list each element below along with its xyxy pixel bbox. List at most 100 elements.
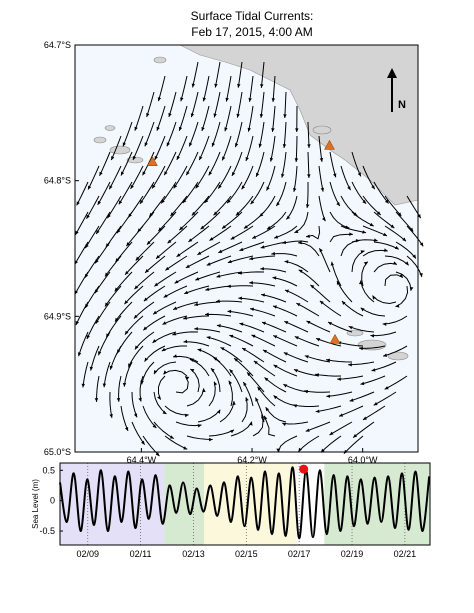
- current-arrow: [200, 211, 221, 230]
- arrow-head: [178, 126, 183, 131]
- arrow-head: [162, 321, 167, 325]
- arrow-head: [239, 247, 244, 251]
- arrow-head: [419, 242, 424, 247]
- current-arrow: [114, 301, 133, 322]
- current-arrow: [360, 280, 375, 303]
- current-arrow: [241, 397, 248, 423]
- current-arrow: [373, 241, 399, 250]
- arrow-head: [256, 172, 260, 177]
- current-arrow: [272, 277, 298, 287]
- current-arrow: [237, 61, 243, 88]
- arrow-head: [282, 422, 287, 427]
- y-axis-label: Sea Level (m): [31, 479, 40, 529]
- current-arrow: [352, 421, 375, 438]
- current-arrow: [283, 352, 309, 363]
- current-arrow: [163, 285, 188, 298]
- arrow-head: [257, 386, 262, 391]
- current-arrow: [120, 151, 133, 176]
- arrow-head: [98, 351, 102, 356]
- arrow-head: [266, 186, 270, 191]
- arrow-head: [315, 373, 319, 377]
- arrow-head: [109, 413, 113, 418]
- arrow-head: [298, 269, 303, 274]
- arrow-head: [104, 302, 109, 307]
- arrow-head: [117, 349, 121, 354]
- arrow-head: [124, 426, 129, 431]
- current-arrow: [271, 253, 298, 257]
- current-arrow: [206, 255, 232, 266]
- current-arrow: [231, 151, 243, 177]
- current-arrow: [275, 181, 287, 207]
- arrow-head: [109, 185, 113, 190]
- arrow-head: [105, 243, 110, 248]
- current-arrow: [195, 271, 221, 281]
- arrow-head: [216, 324, 221, 328]
- current-arrow: [204, 181, 221, 204]
- arrow-head: [295, 128, 299, 132]
- arrow-head: [88, 185, 92, 190]
- arrow-head: [191, 211, 196, 216]
- arrow-head: [305, 428, 310, 432]
- arrow-head: [154, 282, 159, 287]
- arrow-head: [337, 377, 341, 381]
- current-arrow: [329, 233, 353, 243]
- arrow-head: [138, 397, 142, 402]
- arrow-head: [282, 144, 287, 148]
- arrow-head: [74, 290, 79, 295]
- current-arrow: [298, 242, 320, 257]
- current-arrow: [124, 315, 144, 335]
- current-arrow: [221, 211, 243, 229]
- current-arrow: [262, 349, 287, 363]
- current-arrow: [273, 364, 298, 377]
- current-arrow: [154, 135, 166, 161]
- lon-label: 64.4°W: [127, 455, 157, 465]
- title-line: Feb 17, 2015, 4:00 AM: [191, 25, 312, 39]
- arrow-head: [140, 380, 144, 385]
- current-arrow: [238, 271, 265, 274]
- current-arrow: [190, 91, 199, 118]
- current-arrow: [152, 301, 177, 315]
- current-arrow: [105, 315, 122, 338]
- arrow-head: [128, 213, 132, 218]
- arrow-head: [271, 128, 275, 132]
- current-arrow: [118, 181, 133, 205]
- current-arrow: [197, 241, 221, 256]
- current-arrow: [228, 380, 233, 407]
- arrow-head: [283, 352, 288, 356]
- current-arrow: [208, 151, 221, 176]
- current-arrow: [131, 421, 146, 445]
- arrow-head: [304, 389, 309, 394]
- arrow-head: [146, 112, 150, 117]
- current-arrow: [351, 181, 367, 205]
- current-arrow: [217, 165, 232, 189]
- arrow-head: [209, 237, 214, 241]
- current-arrow: [271, 105, 276, 132]
- arrow-head: [319, 158, 324, 162]
- arrow-head: [75, 230, 79, 235]
- arrow-head: [395, 304, 400, 308]
- x-tick-label: 02/13: [182, 549, 205, 559]
- arrow-head: [261, 321, 266, 325]
- arrow-head: [260, 84, 264, 88]
- current-arrow: [151, 165, 166, 189]
- arrow-head: [206, 335, 211, 340]
- arrow-head: [133, 314, 138, 319]
- y-tick-label: 0.5: [42, 465, 55, 475]
- arrow-head: [319, 248, 323, 253]
- arrow-head: [86, 214, 90, 219]
- current-arrow: [406, 225, 424, 247]
- arrow-head: [320, 187, 325, 192]
- current-arrow: [282, 421, 309, 425]
- title-line: Surface Tidal Currents:: [191, 9, 314, 23]
- current-arrow: [131, 391, 138, 418]
- current-arrow: [406, 255, 423, 278]
- arrow-head: [161, 347, 166, 352]
- arrow-head: [211, 142, 216, 147]
- arrow-head: [206, 262, 211, 266]
- arrow-head: [86, 335, 90, 340]
- arrow-head: [249, 421, 253, 426]
- current-arrow: [198, 135, 210, 161]
- arrow-head: [419, 273, 423, 277]
- arrow-head: [174, 279, 179, 284]
